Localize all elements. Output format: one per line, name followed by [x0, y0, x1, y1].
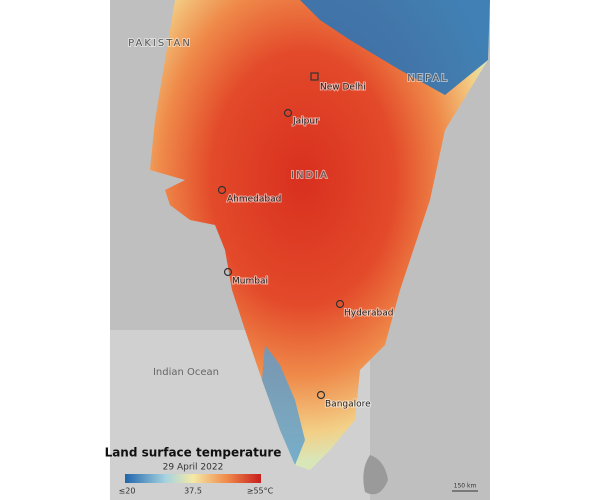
- city-label: Hyderabad: [344, 309, 394, 319]
- temperature-swath: [150, 0, 490, 470]
- country-label: INDIA: [291, 170, 329, 181]
- color-bar-label: ≥55°C: [247, 487, 274, 496]
- city-marker: [217, 185, 227, 195]
- city-marker: [283, 108, 293, 118]
- country-label: PAKISTAN: [128, 38, 192, 49]
- cold-himalaya: [300, 0, 490, 95]
- city-label: Bangalore: [325, 400, 371, 410]
- cool-coast: [262, 345, 305, 465]
- city-marker: [316, 390, 326, 400]
- legend-title: Land surface temperature: [105, 446, 282, 460]
- city-label: Jaipur: [292, 117, 319, 127]
- city-marker: [335, 299, 345, 309]
- legend-date: 29 April 2022: [163, 463, 224, 473]
- color-bar-label: ≤20: [119, 487, 136, 496]
- sri-lanka: [363, 455, 388, 495]
- city-label: Ahmedabad: [227, 195, 281, 205]
- scale-bar-label: 150 km: [454, 483, 477, 490]
- color-bar-label: 37.5: [184, 487, 202, 496]
- country-label: NEPAL: [407, 73, 449, 84]
- city-label: Mumbai: [232, 277, 268, 287]
- capital-marker: [310, 72, 319, 81]
- city-label: New Delhi: [320, 83, 366, 93]
- city-marker: [223, 267, 233, 277]
- ocean-label: Indian Ocean: [153, 367, 219, 378]
- color-bar: [125, 474, 261, 483]
